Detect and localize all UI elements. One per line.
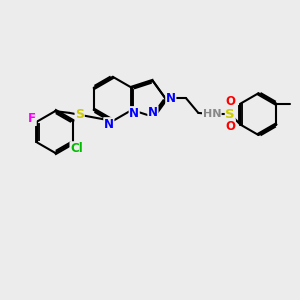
Text: N: N (129, 107, 139, 120)
Text: HN: HN (202, 109, 221, 119)
Text: O: O (225, 120, 235, 133)
Text: Cl: Cl (70, 142, 83, 155)
Text: N: N (148, 106, 158, 119)
Text: S: S (75, 108, 84, 121)
Text: O: O (225, 95, 235, 108)
Text: N: N (104, 118, 114, 131)
Text: N: N (166, 92, 176, 105)
Text: F: F (28, 112, 36, 125)
Text: S: S (225, 108, 235, 121)
